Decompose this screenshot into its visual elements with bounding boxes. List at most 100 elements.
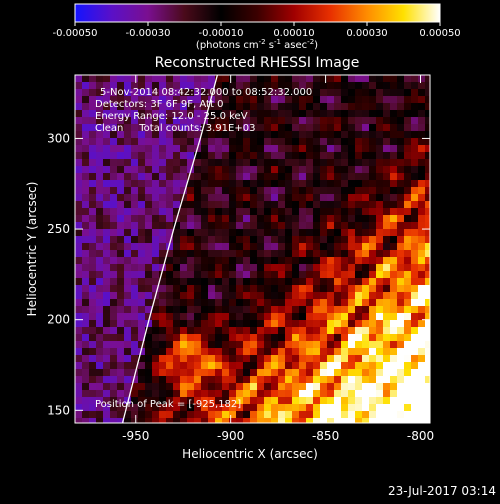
heatmap-cell [327, 201, 334, 208]
heatmap-cell [271, 194, 278, 201]
heatmap-cell [82, 96, 89, 103]
heatmap-cell [383, 383, 390, 390]
heatmap-cell [404, 110, 411, 117]
heatmap-cell [299, 152, 306, 159]
heatmap-cell [89, 159, 96, 166]
heatmap-cell [131, 180, 138, 187]
heatmap-cell [425, 103, 430, 110]
heatmap-cell [243, 362, 250, 369]
heatmap-cell [75, 257, 82, 264]
heatmap-cell [110, 390, 117, 397]
heatmap-cell [411, 194, 418, 201]
heatmap-cell [117, 173, 124, 180]
heatmap-cell [376, 201, 383, 208]
heatmap-cell [138, 411, 145, 418]
heatmap-cell [257, 362, 264, 369]
heatmap-cell [425, 222, 430, 229]
heatmap-cell [187, 334, 194, 341]
heatmap-cell [250, 82, 257, 89]
heatmap-cell [75, 320, 82, 327]
heatmap-cell [383, 313, 390, 320]
y-tick-label: 150 [47, 403, 70, 417]
heatmap-cell [425, 89, 430, 96]
heatmap-cell [180, 418, 187, 423]
heatmap-cell [152, 313, 159, 320]
heatmap-cell [82, 124, 89, 131]
heatmap-cell [397, 271, 404, 278]
heatmap-cell [397, 194, 404, 201]
heatmap-cell [348, 411, 355, 418]
heatmap-cell [145, 96, 152, 103]
heatmap-cell [348, 292, 355, 299]
heatmap-cell [138, 145, 145, 152]
heatmap-cell [194, 243, 201, 250]
heatmap-cell [334, 376, 341, 383]
heatmap-cell [411, 215, 418, 222]
heatmap-cell [131, 236, 138, 243]
heatmap-cell [327, 166, 334, 173]
heatmap-cell [124, 215, 131, 222]
heatmap-cell [82, 306, 89, 313]
heatmap-cell [96, 96, 103, 103]
heatmap-cell [362, 257, 369, 264]
heatmap-cell [145, 75, 152, 82]
heatmap-cell [285, 208, 292, 215]
heatmap-cell [264, 201, 271, 208]
heatmap-cell [229, 145, 236, 152]
heatmap-cell [103, 110, 110, 117]
heatmap-cell [236, 180, 243, 187]
heatmap-cell [208, 131, 215, 138]
heatmap-cell [236, 264, 243, 271]
heatmap-cell [327, 145, 334, 152]
heatmap-cell [341, 271, 348, 278]
heatmap-cell [341, 180, 348, 187]
heatmap-cell [306, 96, 313, 103]
heatmap-cell [117, 138, 124, 145]
heatmap-cell [82, 341, 89, 348]
heatmap-cell [355, 194, 362, 201]
heatmap-cell [82, 299, 89, 306]
heatmap-cell [278, 152, 285, 159]
heatmap-cell [250, 271, 257, 278]
heatmap-cell [201, 299, 208, 306]
heatmap-cell [82, 82, 89, 89]
heatmap-cell [138, 355, 145, 362]
heatmap-cell [341, 131, 348, 138]
heatmap-cell [110, 404, 117, 411]
heatmap-cell [397, 215, 404, 222]
heatmap-cell [257, 341, 264, 348]
heatmap-cell [82, 271, 89, 278]
heatmap-cell [82, 320, 89, 327]
heatmap-cell [166, 173, 173, 180]
heatmap-cell [404, 313, 411, 320]
heatmap-cell [187, 166, 194, 173]
heatmap-cell [131, 117, 138, 124]
heatmap-cell [124, 320, 131, 327]
heatmap-cell [138, 264, 145, 271]
heatmap-cell [103, 376, 110, 383]
heatmap-cell [173, 355, 180, 362]
heatmap-cell [229, 236, 236, 243]
heatmap-cell [334, 222, 341, 229]
heatmap-cell [131, 187, 138, 194]
heatmap-cell [236, 152, 243, 159]
heatmap-cell [236, 222, 243, 229]
heatmap-cell [327, 159, 334, 166]
heatmap-cell [278, 278, 285, 285]
heatmap-cell [369, 292, 376, 299]
heatmap-cell [334, 313, 341, 320]
heatmap-cell [117, 390, 124, 397]
heatmap-cell [236, 369, 243, 376]
heatmap-cell [355, 355, 362, 362]
heatmap-cell [292, 173, 299, 180]
heatmap-cell [285, 96, 292, 103]
heatmap-cell [82, 89, 89, 96]
heatmap-cell [292, 257, 299, 264]
heatmap-cell [201, 390, 208, 397]
heatmap-cell [257, 187, 264, 194]
heatmap-cell [250, 327, 257, 334]
heatmap-cell [124, 89, 131, 96]
heatmap-cell [390, 75, 397, 82]
heatmap-cell [362, 264, 369, 271]
heatmap-cell [243, 313, 250, 320]
